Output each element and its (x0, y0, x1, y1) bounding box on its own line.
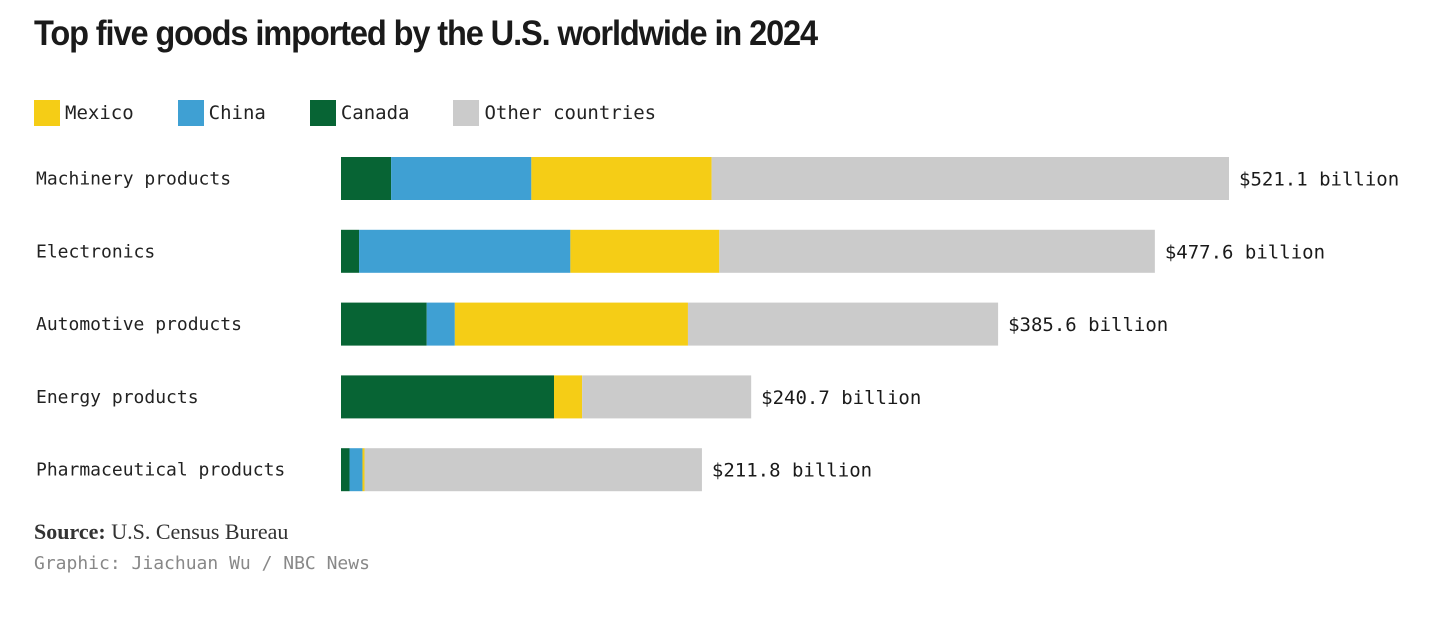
bar-segment-energy-products-mexico (554, 375, 583, 419)
category-label-electronics: Electronics (36, 241, 155, 262)
bar-segment-energy-products-canada (341, 375, 555, 419)
total-label-machinery-products: $521.1 billion (1239, 169, 1399, 191)
bar-segment-automotive-products-canada (341, 302, 427, 346)
bar-segment-electronics-mexico (570, 229, 720, 273)
legend-item-other: Other countries (453, 100, 656, 126)
graphic-credit: Graphic: Jiachuan Wu / NBC News (34, 553, 370, 574)
legend-label-mexico: Mexico (65, 102, 134, 124)
chart-title: Top five goods imported by the U.S. worl… (34, 14, 818, 53)
bar-segment-pharmaceutical-products-mexico (362, 448, 365, 492)
bar-segment-machinery-products-china (391, 157, 532, 200)
bar-segment-automotive-products-china (426, 302, 455, 346)
bar-segment-energy-products-other-countries (582, 375, 752, 419)
legend-label-china: China (208, 102, 266, 124)
legend-item-mexico: Mexico (34, 100, 134, 126)
legend: Mexico China Canada Other countries (34, 100, 700, 126)
category-label-machinery-products: Machinery products (36, 169, 231, 190)
legend-swatch-china (177, 100, 204, 126)
total-label-electronics: $477.6 billion (1165, 241, 1325, 263)
bar-segment-electronics-canada (341, 229, 360, 273)
source-label: Source: (34, 519, 106, 544)
category-label-pharmaceutical-products: Pharmaceutical products (36, 460, 285, 481)
source-line: Source: U.S. Census Bureau (34, 519, 288, 545)
category-label-energy-products: Energy products (36, 387, 199, 408)
category-label-automotive-products: Automotive products (36, 314, 242, 335)
bar-segment-machinery-products-mexico (531, 157, 712, 200)
bar-segment-automotive-products-other-countries (687, 302, 999, 346)
source-text: U.S. Census Bureau (111, 519, 289, 544)
legend-swatch-other (453, 100, 480, 126)
bar-segment-electronics-china (359, 229, 571, 273)
total-label-pharmaceutical-products: $211.8 billion (712, 460, 872, 482)
total-label-energy-products: $240.7 billion (761, 387, 921, 409)
bar-segment-pharmaceutical-products-canada (341, 448, 350, 492)
legend-item-canada: Canada (309, 100, 410, 126)
bar-segment-pharmaceutical-products-other-countries (364, 448, 702, 492)
bar-segment-automotive-products-mexico (454, 302, 688, 346)
legend-swatch-mexico (34, 100, 60, 126)
legend-item-china: China (177, 100, 266, 126)
legend-label-other: Other countries (484, 102, 657, 124)
legend-label-canada: Canada (340, 102, 410, 124)
bar-segment-electronics-other-countries (719, 229, 1155, 273)
legend-swatch-canada (309, 100, 336, 126)
bar-segment-pharmaceutical-products-china (349, 448, 363, 492)
bar-segment-machinery-products-other-countries (711, 157, 1229, 200)
bar-segment-machinery-products-canada (341, 157, 392, 200)
total-label-automotive-products: $385.6 billion (1008, 314, 1168, 336)
